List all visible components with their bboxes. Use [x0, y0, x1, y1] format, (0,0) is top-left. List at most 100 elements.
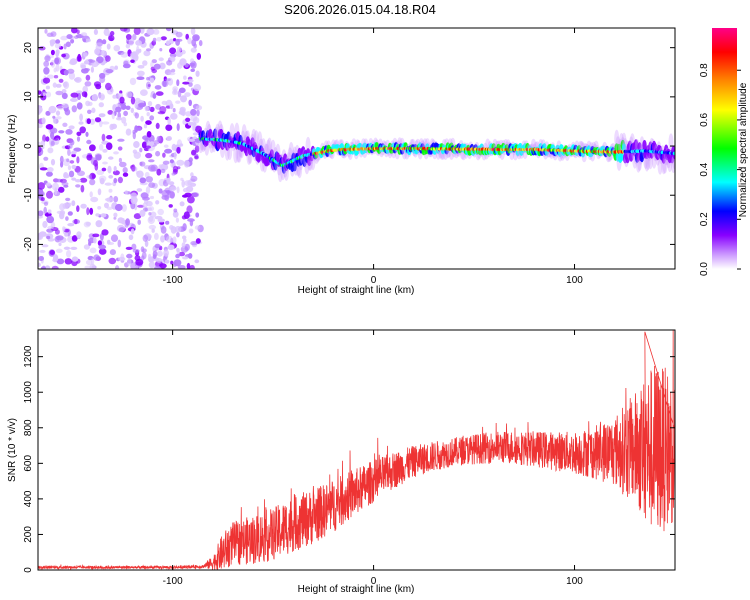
- noise-blob: [132, 248, 140, 253]
- noise-blob: [95, 154, 102, 161]
- noise-blob: [144, 105, 149, 112]
- noise-blob: [156, 37, 162, 42]
- noise-blob: [65, 197, 71, 202]
- noise-blob: [190, 47, 197, 53]
- noise-blob: [38, 141, 41, 146]
- noise-blob: [169, 103, 174, 110]
- noise-blob: [162, 152, 166, 158]
- noise-blob: [160, 36, 167, 41]
- noise-blob: [83, 68, 90, 72]
- noise-blob: [150, 211, 157, 218]
- noise-blob: [43, 156, 49, 161]
- noise-blob: [61, 53, 66, 58]
- noise-blob: [151, 228, 155, 233]
- noise-blob: [107, 165, 112, 174]
- noise-blob: [97, 240, 102, 247]
- noise-blob: [117, 239, 122, 248]
- y-tick-label: 1000: [23, 381, 34, 404]
- noise-blob: [89, 144, 96, 152]
- noise-blob: [112, 94, 117, 99]
- noise-blob: [63, 69, 69, 76]
- noise-blob: [61, 89, 67, 94]
- noise-blob: [77, 170, 85, 177]
- noise-blob: [45, 182, 52, 187]
- noise-blob: [151, 68, 157, 74]
- noise-blob: [166, 28, 172, 32]
- noise-blob: [71, 150, 77, 154]
- noise-blob: [79, 126, 86, 134]
- noise-blob: [172, 210, 179, 218]
- snr-line: [38, 330, 675, 570]
- noise-blob: [55, 235, 64, 241]
- noise-blob: [122, 167, 128, 174]
- noise-blob: [105, 55, 111, 62]
- ridge-halo: [265, 139, 271, 156]
- noise-blob: [93, 237, 97, 244]
- noise-blob: [41, 265, 46, 269]
- noise-blob: [169, 47, 177, 54]
- ridge-halo: [253, 130, 259, 147]
- noise-blob: [43, 67, 50, 75]
- noise-blob: [189, 264, 195, 269]
- noise-blob: [45, 136, 50, 142]
- noise-blob: [125, 218, 130, 226]
- noise-blob: [149, 141, 155, 147]
- noise-blob: [181, 49, 186, 55]
- noise-blob: [109, 123, 115, 131]
- noise-blob: [125, 91, 133, 98]
- noise-blob: [42, 92, 46, 97]
- noise-blob: [136, 76, 145, 80]
- noise-blob: [79, 177, 88, 183]
- noise-blob: [113, 216, 117, 220]
- noise-blob: [130, 196, 138, 205]
- noise-blob: [162, 160, 170, 165]
- noise-blob: [182, 187, 189, 193]
- noise-blob: [137, 127, 142, 131]
- noise-blob: [108, 257, 117, 265]
- noise-blob: [183, 75, 187, 80]
- noise-blob: [62, 122, 68, 128]
- snr-series: [38, 330, 675, 570]
- noise-blob: [67, 165, 71, 171]
- noise-blob: [167, 244, 175, 251]
- noise-blob: [74, 76, 82, 83]
- ridge-halo: [492, 138, 498, 150]
- noise-blob: [116, 116, 123, 121]
- noise-blob: [143, 124, 148, 129]
- noise-blob: [176, 123, 180, 131]
- noise-blob: [83, 60, 90, 65]
- noise-blob: [190, 68, 195, 73]
- noise-blob: [149, 195, 155, 200]
- noise-blob: [188, 253, 193, 259]
- noise-blob: [188, 99, 192, 107]
- noise-blob: [134, 265, 139, 269]
- noise-blob: [91, 93, 98, 102]
- noise-blob: [139, 209, 146, 217]
- noise-blob: [125, 105, 131, 111]
- noise-blob: [130, 228, 135, 235]
- noise-blob: [145, 152, 153, 159]
- noise-blob: [60, 35, 68, 41]
- noise-blob: [59, 155, 64, 164]
- y-tick-label: 20: [23, 42, 34, 54]
- noise-blob: [133, 213, 142, 220]
- noise-blob: [182, 194, 188, 198]
- noise-blob: [78, 121, 84, 125]
- noise-blob: [163, 249, 170, 257]
- noise-blob: [135, 49, 140, 55]
- noise-blob: [181, 242, 186, 249]
- noise-blob: [84, 265, 93, 269]
- noise-blob: [55, 83, 62, 88]
- noise-blob: [106, 43, 111, 50]
- noise-blob: [104, 182, 113, 186]
- noise-blob: [45, 85, 51, 90]
- noise-blob: [140, 246, 145, 253]
- noise-blob: [95, 42, 103, 47]
- noise-blob: [118, 227, 125, 233]
- noise-blob: [194, 145, 200, 153]
- noise-blob: [76, 55, 82, 62]
- noise-blob: [160, 163, 169, 171]
- noise-blob: [61, 92, 68, 100]
- noise-blob: [38, 90, 42, 95]
